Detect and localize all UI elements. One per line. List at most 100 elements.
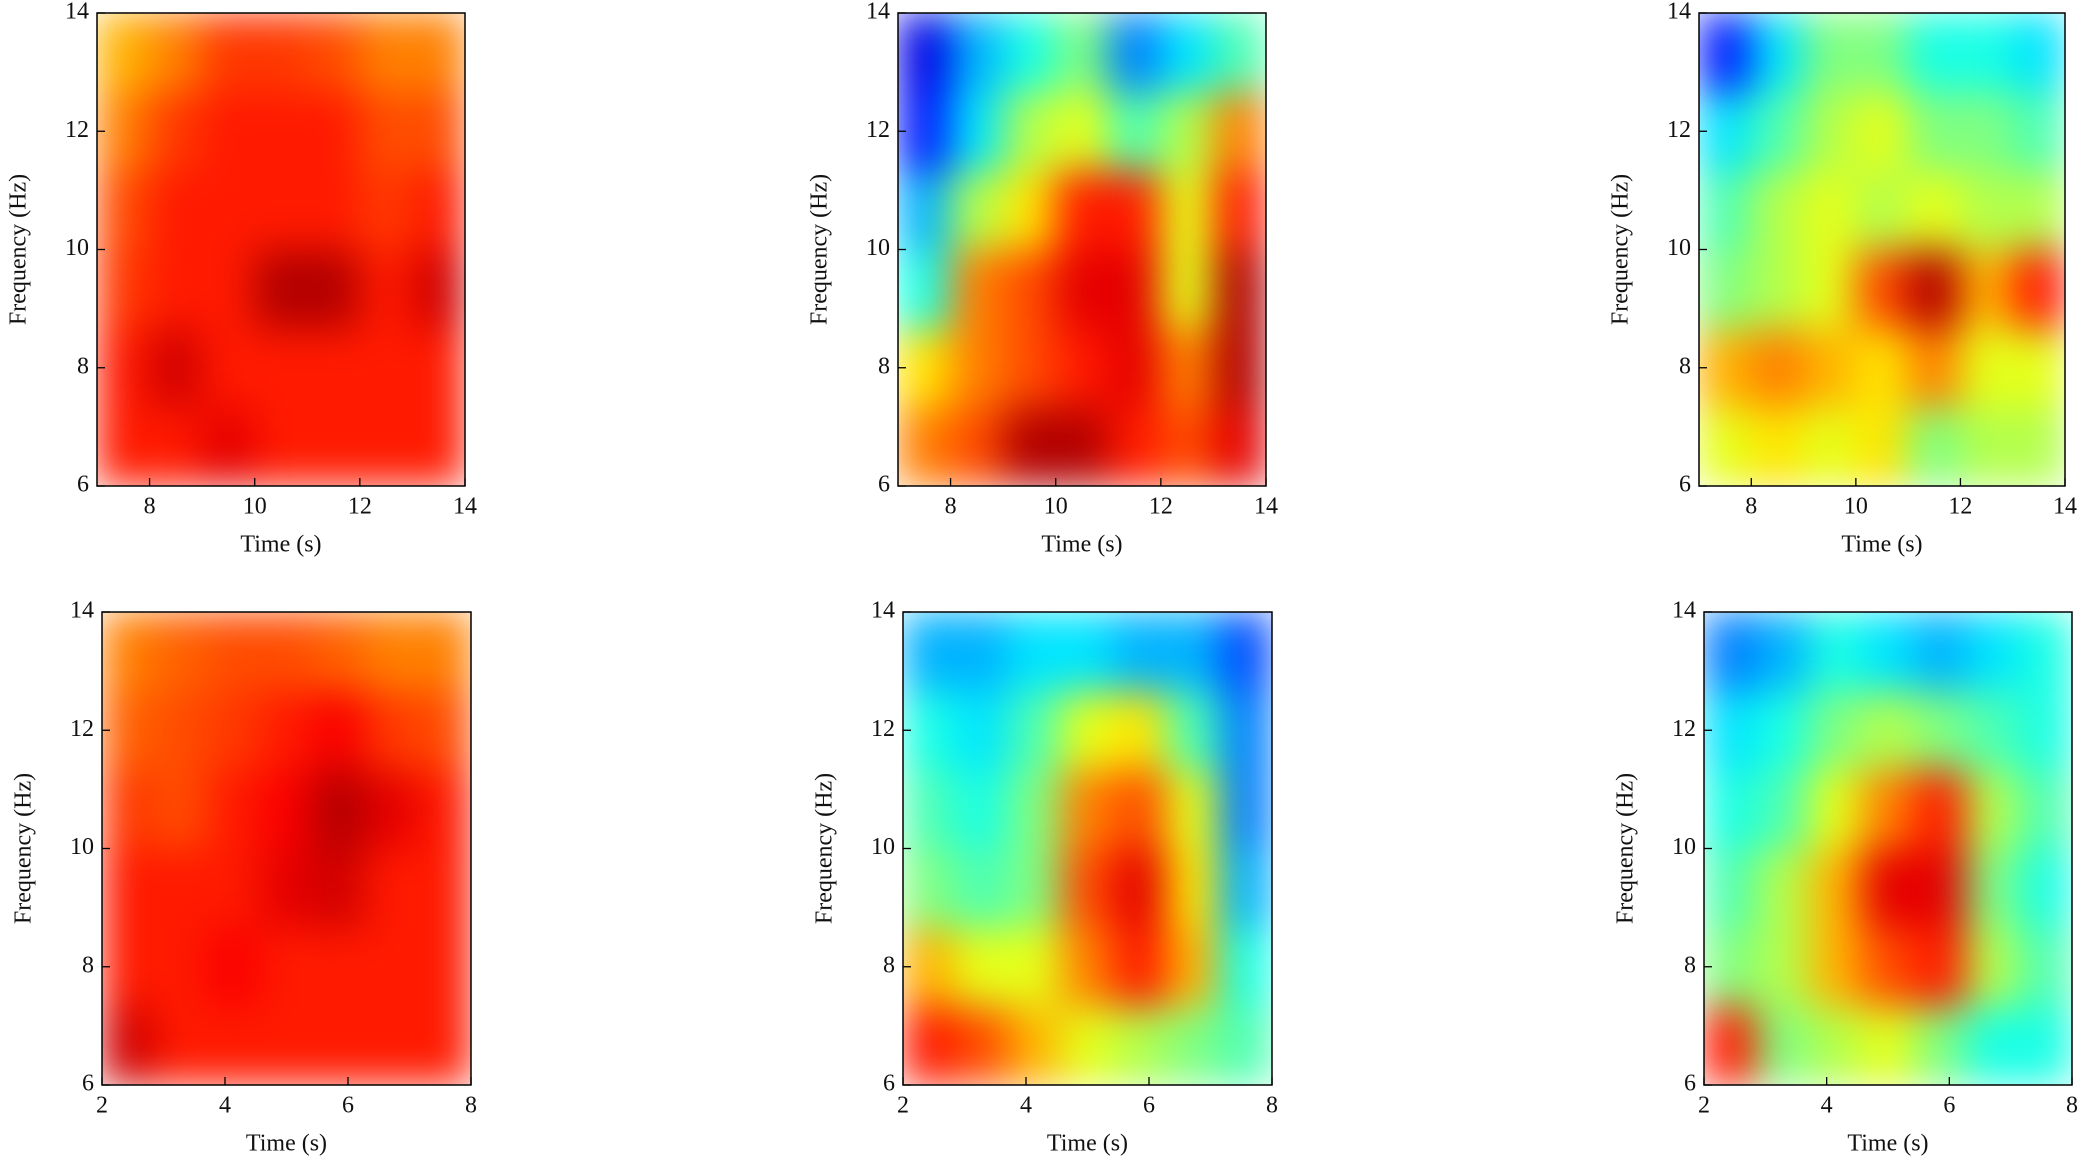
- heat-cell: [1212, 249, 1266, 329]
- y-tick-label: 12: [1672, 716, 1696, 742]
- heat-cell: [206, 690, 261, 771]
- heat-cell: [149, 327, 203, 408]
- heat-cell: [365, 926, 419, 1007]
- heat-cell: [1913, 848, 1968, 928]
- heat-cell: [2012, 170, 2065, 250]
- heat-cell: [1913, 769, 1968, 849]
- heat-cell: [1699, 406, 1752, 486]
- heat-cell: [306, 327, 361, 408]
- heatmap-panel: [1699, 13, 2065, 486]
- heatmap-cells: [1704, 612, 2072, 1085]
- x-tick-label: 4: [1821, 1093, 1833, 1119]
- heat-cell: [306, 249, 361, 329]
- heat-cell: [1007, 1005, 1062, 1085]
- heat-cell: [1803, 170, 1857, 250]
- x-tick-label: 6: [342, 1093, 354, 1119]
- heat-cell: [254, 406, 308, 486]
- heat-cell: [898, 406, 952, 486]
- heat-cell: [312, 612, 367, 692]
- heat-cell: [1218, 612, 1272, 692]
- heat-cell: [1007, 848, 1062, 928]
- y-tick-label: 6: [1684, 1071, 1696, 1097]
- y-axis-label: Frequency (Hz): [807, 174, 833, 325]
- heat-cell: [306, 170, 361, 250]
- heatmap-cells: [1699, 13, 2065, 486]
- heat-cell: [1959, 327, 2014, 408]
- heat-cell: [1966, 1005, 2020, 1085]
- heat-cell: [201, 170, 256, 250]
- heat-cell: [1107, 249, 1162, 329]
- heat-cell: [950, 13, 1004, 93]
- heat-cell: [2012, 13, 2065, 93]
- y-tick-label: 12: [65, 117, 89, 143]
- heat-cell: [1756, 926, 1810, 1007]
- heat-cell: [1913, 1005, 1968, 1085]
- x-axis-label: Time (s): [1847, 1131, 1928, 1157]
- heat-cell: [2018, 612, 2072, 692]
- heat-cell: [2012, 406, 2065, 486]
- x-tick-label: 8: [144, 494, 156, 520]
- heat-cell: [1113, 848, 1168, 928]
- heat-cell: [254, 327, 308, 408]
- heat-cell: [1959, 13, 2014, 93]
- heat-cell: [411, 406, 465, 486]
- heat-cell: [903, 848, 957, 928]
- heat-cell: [1803, 327, 1857, 408]
- heat-cell: [1907, 170, 1961, 250]
- heat-cell: [1218, 926, 1272, 1007]
- heatmap-cells: [903, 612, 1272, 1085]
- y-tick-label: 8: [82, 952, 94, 978]
- heat-cell: [359, 327, 413, 408]
- heat-cell: [411, 13, 465, 93]
- y-tick-label: 6: [82, 1071, 94, 1097]
- heat-cell: [259, 690, 314, 771]
- x-tick-label: 12: [348, 494, 372, 520]
- heat-cell: [2018, 926, 2072, 1007]
- heat-cell: [259, 926, 314, 1007]
- heat-cell: [1007, 926, 1062, 1007]
- heat-cell: [201, 91, 256, 172]
- heat-cell: [1750, 13, 1805, 93]
- heat-cell: [259, 848, 314, 928]
- heat-cell: [154, 926, 208, 1007]
- x-axis-label: Time (s): [246, 1131, 327, 1157]
- heat-cell: [411, 327, 465, 408]
- x-tick-label: 6: [1143, 1093, 1155, 1119]
- x-tick-label: 14: [2053, 494, 2077, 520]
- x-tick-label: 4: [219, 1093, 231, 1119]
- heat-cell: [97, 170, 151, 250]
- heat-cell: [1855, 13, 1909, 93]
- heat-cell: [1107, 406, 1162, 486]
- heat-cell: [1060, 612, 1115, 692]
- heat-cell: [102, 1005, 156, 1085]
- y-axis-label: Frequency (Hz): [1613, 773, 1639, 924]
- y-tick-label: 14: [1667, 0, 1691, 25]
- y-tick-label: 12: [871, 716, 895, 742]
- heat-cell: [1212, 327, 1266, 408]
- heat-cell: [97, 13, 151, 93]
- y-axis-label: Frequency (Hz): [1608, 174, 1634, 325]
- heat-cell: [201, 406, 256, 486]
- heat-cell: [1750, 170, 1805, 250]
- y-tick-label: 8: [1679, 353, 1691, 379]
- heat-cell: [1861, 612, 1915, 692]
- heat-cell: [1756, 848, 1810, 928]
- heat-cell: [1218, 690, 1272, 771]
- heatmap-cells: [97, 13, 465, 486]
- y-tick-label: 10: [866, 235, 890, 261]
- heat-cell: [102, 926, 156, 1007]
- heat-cell: [149, 406, 203, 486]
- heat-cell: [1808, 1005, 1863, 1085]
- heat-cell: [1803, 91, 1857, 172]
- heat-cell: [259, 769, 314, 849]
- heat-cell: [1966, 848, 2020, 928]
- heat-cell: [1055, 170, 1109, 250]
- heat-cell: [254, 13, 308, 93]
- heat-cell: [1060, 690, 1115, 771]
- y-axis-label: Frequency (Hz): [6, 174, 32, 325]
- heat-cell: [154, 848, 208, 928]
- heatmap-panel: [102, 612, 471, 1085]
- heat-cell: [1808, 926, 1863, 1007]
- heat-cell: [1218, 1005, 1272, 1085]
- x-tick-label: 10: [1044, 494, 1068, 520]
